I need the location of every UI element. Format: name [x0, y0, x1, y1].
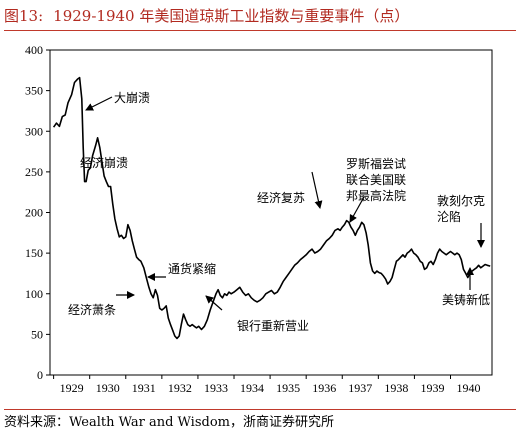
y-tick-label: 0 — [37, 368, 43, 382]
annotation-low: 美铸新低 — [442, 267, 490, 307]
annotation-text: 美铸新低 — [442, 292, 490, 307]
figure-number: 图13: — [4, 7, 44, 25]
dow-jones-line-chart: 0 50 100 150 200 250 300 350 400 1929 1930 1931 193… — [25, 43, 493, 395]
x-tick-label: 1935 — [276, 381, 300, 395]
annotation-text: 经济复苏 — [257, 190, 305, 205]
y-axis: 0 50 100 150 200 250 300 350 400 — [25, 43, 50, 382]
title-divider — [4, 30, 516, 31]
annotation-text: 经济崩溃 — [80, 155, 128, 170]
annotation-text: 邦最高法院 — [346, 188, 406, 203]
x-tick-label: 1938 — [384, 381, 408, 395]
x-tick-label: 1939 — [420, 381, 444, 395]
y-tick-label: 150 — [25, 246, 43, 260]
source-note: 资料来源：Wealth War and Wisdom，浙商证券研究所 — [4, 415, 334, 430]
x-tick-label: 1937 — [348, 381, 372, 395]
annotation-deflation: 通货紧缩 — [147, 261, 216, 281]
x-tick-label: 1933 — [204, 381, 228, 395]
annotation-text: 联合美国联 — [346, 172, 406, 187]
annotation-text: 银行重新营业 — [237, 318, 309, 333]
x-tick-label: 1931 — [132, 381, 156, 395]
y-tick-label: 50 — [31, 327, 43, 341]
source-divider — [4, 409, 516, 410]
figure-title-text: 1929-1940 年美国道琼斯工业指数与重要事件（点） — [53, 7, 410, 25]
dow-jones-series-line — [52, 76, 491, 340]
annotation-arrow — [85, 96, 113, 111]
x-tick-label: 1934 — [240, 381, 264, 395]
x-tick-label: 1930 — [96, 381, 120, 395]
annotation-arrow — [349, 196, 365, 223]
annotation-arrow — [205, 295, 223, 311]
annotation-crash: 大崩溃 — [85, 91, 150, 111]
y-tick-label: 400 — [25, 43, 43, 57]
annotation-text: 大崩溃 — [114, 91, 150, 105]
x-tick-label: 1936 — [312, 381, 336, 395]
y-tick-label: 100 — [25, 287, 43, 301]
x-axis: 1929 1930 1931 1932 1933 1934 1935 1936 1937 1938… — [53, 375, 481, 395]
annotation-text: 敦刻尔克 — [437, 193, 485, 208]
x-tick-label: 1929 — [60, 381, 84, 395]
annotation-text: 罗斯福尝试 — [346, 156, 406, 171]
x-tick-label: 1932 — [168, 381, 192, 395]
y-tick-label: 200 — [25, 206, 43, 220]
annotation-panic: 经济崩溃 — [80, 155, 128, 170]
annotation-text: 通货紧缩 — [168, 261, 216, 276]
y-tick-label: 350 — [25, 84, 43, 98]
annotation-recovery: 经济复苏 — [257, 171, 323, 209]
annotation-text: 经济萧条 — [68, 302, 116, 317]
y-tick-label: 300 — [25, 124, 43, 138]
figure-title: 图13: 1929-1940 年美国道琼斯工业指数与重要事件（点） — [4, 4, 516, 28]
annotation-depression: 经济萧条 — [68, 291, 135, 317]
annotation-text: 沦陷 — [437, 209, 461, 224]
y-tick-label: 250 — [25, 165, 43, 179]
annotation-arrow — [311, 171, 323, 209]
x-tick-label: 1940 — [457, 381, 481, 395]
annotation-banks: 银行重新营业 — [205, 295, 309, 333]
